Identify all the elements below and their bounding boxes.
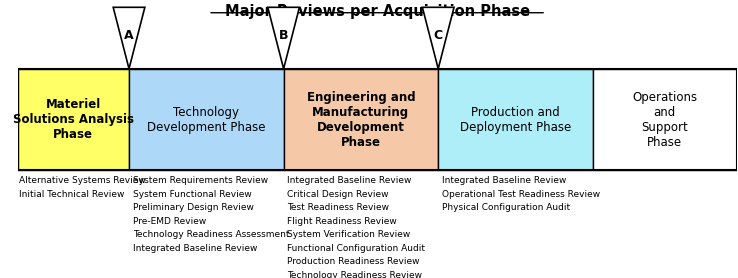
Text: System Verification Review: System Verification Review bbox=[287, 230, 410, 239]
Bar bbox=[438, 69, 593, 170]
Polygon shape bbox=[268, 7, 300, 69]
Bar bbox=[129, 69, 283, 170]
Text: System Functional Review: System Functional Review bbox=[133, 190, 252, 199]
Text: Operational Test Readiness Review: Operational Test Readiness Review bbox=[442, 190, 600, 199]
Text: Test Readiness Review: Test Readiness Review bbox=[287, 203, 389, 212]
Text: Integrated Baseline Review: Integrated Baseline Review bbox=[287, 176, 412, 185]
Text: Physical Configuration Audit: Physical Configuration Audit bbox=[442, 203, 570, 212]
Text: Materiel
Solutions Analysis
Phase: Materiel Solutions Analysis Phase bbox=[13, 98, 134, 141]
Text: Technology Readiness Review: Technology Readiness Review bbox=[287, 271, 422, 278]
Text: Initial Technical Review: Initial Technical Review bbox=[19, 190, 125, 199]
Text: Alternative Systems Review: Alternative Systems Review bbox=[19, 176, 145, 185]
Text: C: C bbox=[434, 29, 443, 42]
Text: Integrated Baseline Review: Integrated Baseline Review bbox=[133, 244, 257, 253]
Text: Engineering and
Manufacturing
Development
Phase: Engineering and Manufacturing Developmen… bbox=[306, 91, 415, 149]
Text: A: A bbox=[124, 29, 134, 42]
Text: Technology Readiness Assessment: Technology Readiness Assessment bbox=[133, 230, 289, 239]
Text: Critical Design Review: Critical Design Review bbox=[287, 190, 389, 199]
Text: Pre-EMD Review: Pre-EMD Review bbox=[133, 217, 206, 226]
Text: Operations
and
Support
Phase: Operations and Support Phase bbox=[632, 91, 697, 149]
Text: B: B bbox=[279, 29, 289, 42]
Polygon shape bbox=[113, 7, 145, 69]
Text: Production and
Deployment Phase: Production and Deployment Phase bbox=[460, 106, 571, 134]
Text: Flight Readiness Review: Flight Readiness Review bbox=[287, 217, 397, 226]
Bar bbox=[593, 69, 737, 170]
Text: Major Reviews per Acquisition Phase: Major Reviews per Acquisition Phase bbox=[224, 4, 530, 19]
Text: Preliminary Design Review: Preliminary Design Review bbox=[133, 203, 253, 212]
Bar bbox=[18, 69, 737, 170]
Bar bbox=[283, 69, 438, 170]
Text: System Requirements Review: System Requirements Review bbox=[133, 176, 268, 185]
Text: Integrated Baseline Review: Integrated Baseline Review bbox=[442, 176, 566, 185]
Text: Technology
Development Phase: Technology Development Phase bbox=[147, 106, 266, 134]
Text: Production Readiness Review: Production Readiness Review bbox=[287, 257, 420, 266]
Bar bbox=[18, 69, 129, 170]
Text: Functional Configuration Audit: Functional Configuration Audit bbox=[287, 244, 425, 253]
Polygon shape bbox=[422, 7, 454, 69]
